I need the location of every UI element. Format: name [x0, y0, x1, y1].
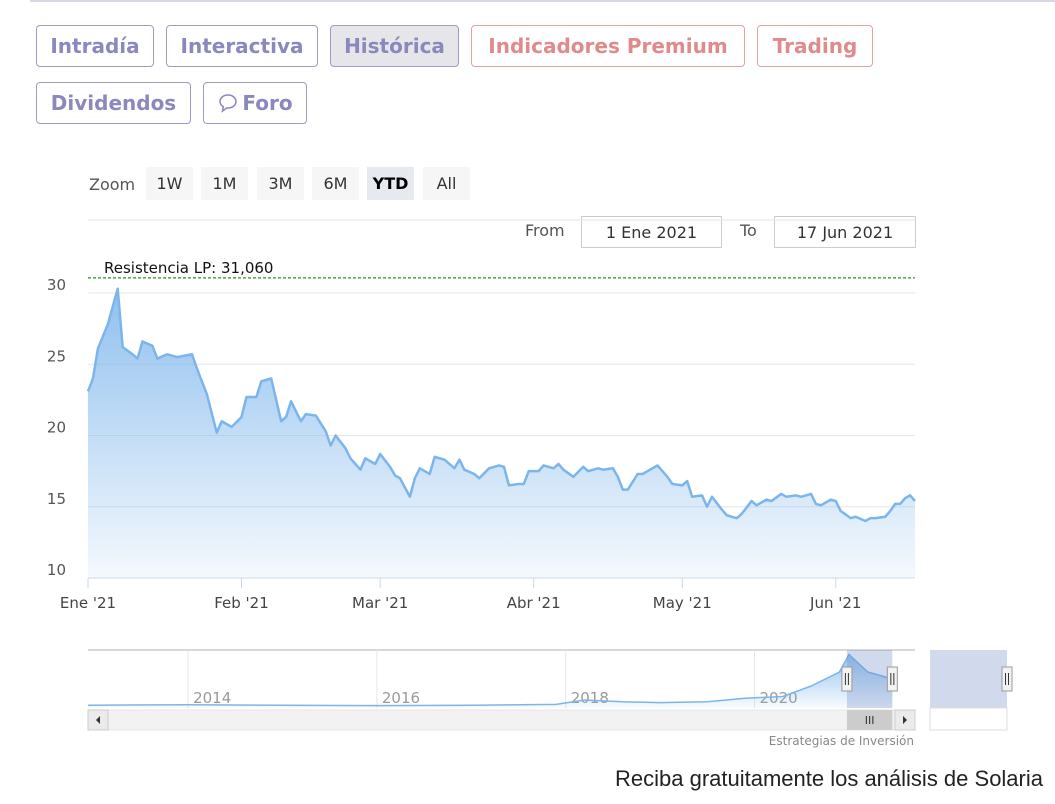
y-tick-label: 10 [47, 561, 66, 579]
tab-label: Histórica [344, 34, 445, 58]
scrollbar-thumb[interactable] [846, 710, 893, 730]
x-tick-label: Jun '21 [809, 594, 861, 612]
from-date-input[interactable]: 1 Ene 2021 [581, 216, 722, 248]
tab-label: Trading [772, 34, 858, 58]
scrollbar-track[interactable] [87, 709, 916, 731]
y-tick-label: 20 [47, 419, 66, 437]
tab-label: Dividendos [50, 91, 177, 115]
y-tick-label: 30 [47, 276, 66, 294]
tab-indicadores-premium[interactable]: Indicadores Premium [471, 25, 745, 67]
tab-intradia[interactable]: Intradía [36, 25, 154, 67]
zoom-all-button[interactable]: All [423, 167, 470, 200]
tab-trading[interactable]: Trading [757, 25, 873, 67]
x-tick-label: Feb '21 [214, 594, 269, 612]
zoom-6m-button[interactable]: 6M [312, 167, 359, 200]
navigator-area [88, 654, 893, 708]
arrow-right-icon [903, 716, 907, 724]
navigator-overflow-bg [929, 707, 1008, 731]
navigator-handle[interactable] [1001, 666, 1013, 692]
tab-label: Foro [242, 91, 293, 115]
navigator-overflow-selection [930, 650, 1007, 708]
navigator-tick-label: 2016 [382, 689, 420, 707]
promo-text: Reciba gratuitamente los análisis de Sol… [614, 766, 1043, 791]
chart-credit: Estrategias de Inversión [768, 734, 914, 748]
scrollbar-grip-icon: III [865, 714, 875, 727]
tab-label: Intradía [50, 34, 140, 58]
tab-historica[interactable]: Histórica [330, 25, 459, 67]
resistance-label: Resistencia LP: 31,060 [104, 259, 273, 277]
zoom-label: Zoom [89, 175, 136, 194]
zoom-1w-button[interactable]: 1W [146, 167, 193, 200]
x-tick-label: Abr '21 [507, 594, 561, 612]
navigator-tick-label: 2020 [760, 689, 798, 707]
x-tick-label: May '21 [653, 594, 712, 612]
x-tick-label: Ene '21 [60, 594, 116, 612]
tab-label: Indicadores Premium [488, 34, 728, 58]
zoom-3m-button[interactable]: 3M [257, 167, 304, 200]
zoom-ytd-button[interactable]: YTD [367, 167, 414, 200]
y-tick-label: 15 [47, 490, 66, 508]
tab-label: Interactiva [180, 34, 304, 58]
scroll-left-button[interactable] [87, 709, 109, 731]
arrow-left-icon [96, 716, 100, 724]
zoom-1m-button[interactable]: 1M [201, 167, 248, 200]
scroll-right-button[interactable] [894, 709, 916, 731]
to-label: To [740, 221, 757, 240]
to-date-input[interactable]: 17 Jun 2021 [774, 216, 916, 248]
top-divider [30, 0, 1055, 2]
tab-foro[interactable]: Foro [203, 82, 307, 124]
y-tick-label: 25 [47, 347, 66, 365]
navigator-line [87, 653, 893, 707]
price-area [88, 288, 915, 578]
speech-bubble-icon [219, 94, 238, 113]
tab-interactiva[interactable]: Interactiva [166, 25, 318, 67]
tab-dividendos[interactable]: Dividendos [36, 82, 191, 124]
navigator-handle[interactable] [886, 666, 898, 692]
navigator-tick-label: 2018 [571, 689, 609, 707]
navigator-selection [846, 650, 893, 708]
price-line [86, 287, 916, 523]
from-label: From [525, 221, 565, 240]
navigator-handle[interactable] [841, 666, 853, 692]
navigator-tick-label: 2014 [193, 689, 231, 707]
x-tick-label: Mar '21 [352, 594, 408, 612]
